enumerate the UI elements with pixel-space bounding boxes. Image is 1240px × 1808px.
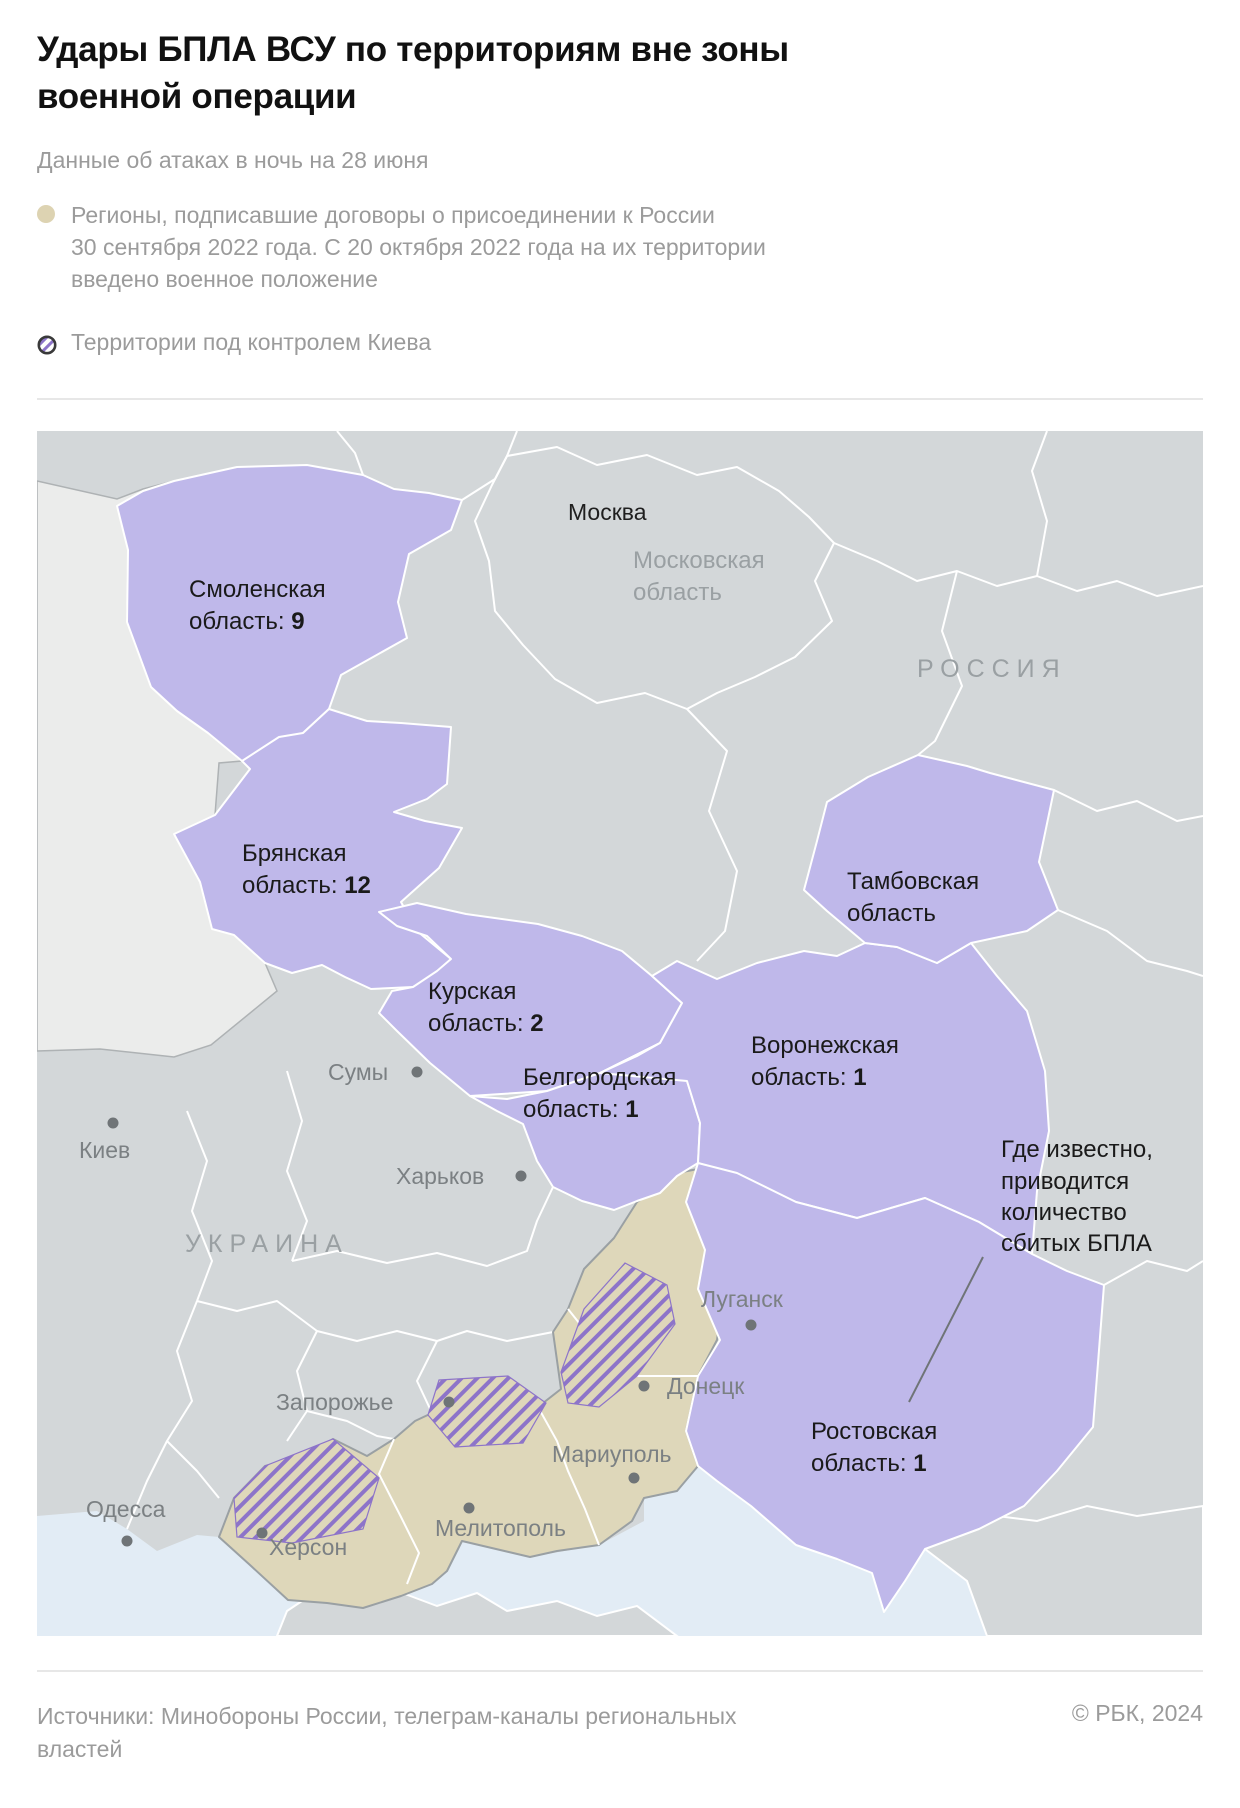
title-line-2: военной операции — [37, 77, 357, 116]
region-label-smolensk: область: 9 — [189, 608, 305, 635]
region-tambov — [803, 754, 1059, 964]
hatch-area-zaporizhzhia — [427, 1375, 547, 1448]
annotation-callout-line — [908, 1256, 984, 1403]
region-label-belgorod: Белгородская — [523, 1064, 676, 1091]
hatch-area-kherson — [233, 1438, 380, 1544]
legend-text-line: Регионы, подписавшие договоры о присоеди… — [71, 202, 715, 228]
city-label-donetsk: Донецк — [667, 1373, 745, 1399]
region-label-tambov: Тамбовская — [847, 868, 979, 895]
region-label-rostov: область: 1 — [811, 1450, 927, 1477]
region-label-belgorod: область: 1 — [523, 1096, 639, 1123]
legend: Регионы, подписавшие договоры о присоеди… — [37, 199, 1203, 358]
city-dot-kharkiv — [515, 1170, 527, 1182]
city-dot-sumy — [411, 1066, 423, 1078]
footer-divider — [37, 1670, 1203, 1672]
city-label-kherson: Херсон — [269, 1534, 347, 1560]
city-dot-mariupol — [628, 1472, 640, 1484]
legend-item-kyiv-controlled: Территории под контролем Киева — [37, 326, 1031, 358]
map-container: РОССИЯ УКРАИНА Московская область Москва… — [36, 430, 1204, 1637]
city-dot-donetsk — [638, 1380, 650, 1392]
sources-line: властей — [37, 1736, 123, 1762]
legend-text-line: 30 сентября 2022 года. С 20 октября 2022… — [71, 234, 766, 260]
city-dot-zaporizhzhia — [443, 1396, 455, 1408]
page-title: Удары БПЛА ВСУ по территориям вне зоны в… — [37, 26, 1203, 120]
region-belgorod — [469, 1042, 701, 1211]
region-label-bryansk: Брянская — [242, 840, 346, 867]
city-label-melitopol: Мелитополь — [435, 1515, 566, 1541]
region-label-kursk: Курская — [428, 978, 516, 1005]
legend-item-annexed-regions: Регионы, подписавшие договоры о присоеди… — [37, 199, 1031, 295]
city-label-mariupol: Мариуполь — [552, 1441, 672, 1467]
city-dot-odesa — [121, 1535, 133, 1547]
region-label-rostov: Ростовская — [811, 1418, 937, 1445]
copyright: © РБК, 2024 — [1071, 1700, 1203, 1726]
sources-line: Источники: Минобороны России, телеграм-к… — [37, 1703, 737, 1729]
city-label-kyiv: Киев — [79, 1137, 130, 1163]
infographic-page: Удары БПЛА ВСУ по территориям вне зоны в… — [0, 26, 1240, 1792]
subtitle: Данные об атаках в ночь на 28 июня — [37, 147, 429, 173]
region-label-kursk: область: 2 — [428, 1010, 544, 1037]
title-line-1: Удары БПЛА ВСУ по территориям вне зоны — [37, 30, 789, 69]
legend-text-line: Территории под контролем Киева — [71, 329, 432, 355]
region-smolensk — [116, 464, 463, 762]
beige-dot-icon — [37, 204, 57, 224]
kyiv-controlled-hatch — [233, 1262, 676, 1544]
label-russia: РОССИЯ — [917, 655, 1067, 683]
city-label-luhansk: Луганск — [701, 1286, 784, 1312]
hatched-dot-icon — [37, 331, 57, 355]
city-dot-melitopol — [463, 1502, 475, 1514]
city-dot-luhansk — [745, 1319, 757, 1331]
legend-text-line: введено военное положение — [71, 266, 378, 292]
city-label-zaporizhzhia: Запорожье — [276, 1389, 393, 1415]
oblast-borders-ukraine — [126, 1070, 554, 1530]
label-moscow-region: область — [633, 579, 722, 606]
attacked-regions — [116, 464, 1105, 1613]
sea — [37, 1466, 987, 1636]
city-dot-kherson — [256, 1527, 268, 1539]
sources-text: Источники: Минобороны России, телеграм-к… — [37, 1700, 736, 1766]
region-label-tambov: область — [847, 900, 936, 927]
oblast-borders-russia — [336, 430, 1204, 1286]
footer: Источники: Минобороны России, телеграм-к… — [37, 1672, 1203, 1792]
region-label-voronezh: область: 1 — [751, 1064, 867, 1091]
region-label-voronezh: Воронежская — [751, 1032, 899, 1059]
city-label-moscow: Москва — [568, 499, 647, 525]
region-label-smolensk: Смоленская — [189, 576, 326, 603]
annotation-line: сбитых БПЛА — [1001, 1230, 1152, 1257]
city-label-kharkiv: Харьков — [396, 1163, 484, 1189]
city-dot-kyiv — [107, 1117, 119, 1129]
region-kursk — [378, 902, 683, 1097]
annotation-line: Где известно, — [1001, 1136, 1153, 1163]
header-divider — [37, 398, 1203, 400]
city-label-odesa: Одесса — [86, 1496, 166, 1522]
annotation: Где известно, приводится количество сбит… — [1001, 1136, 1153, 1257]
annotation-line: количество — [1001, 1199, 1127, 1226]
annotation-line: приводится — [1001, 1168, 1129, 1195]
region-rostov — [685, 1162, 1105, 1613]
hatch-area-donetsk-west — [560, 1262, 676, 1408]
city-label-sumy: Сумы — [328, 1059, 388, 1085]
map: РОССИЯ УКРАИНА Московская область Москва… — [36, 430, 1204, 1637]
label-ukraine: УКРАИНА — [185, 1230, 349, 1258]
region-label-bryansk: область: 12 — [242, 872, 371, 899]
city-dots — [107, 1066, 757, 1547]
label-moscow-region: Московская — [633, 547, 765, 574]
